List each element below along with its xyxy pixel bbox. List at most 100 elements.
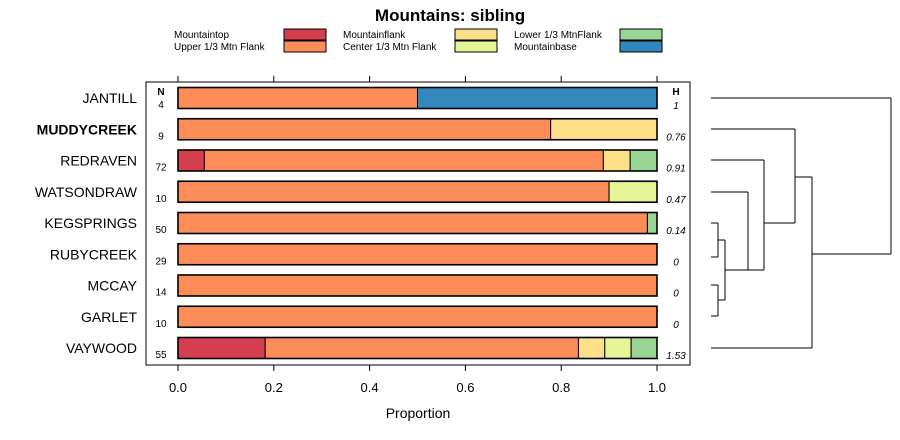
site-label: RUBYCREEK [50, 246, 138, 262]
bar-outline [177, 211, 658, 235]
legend-item-mountaintop: Mountaintop [174, 28, 327, 41]
row-watsondraw: WATSONDRAW 10 0.47 [35, 180, 686, 206]
legend-label: Upper 1/3 Mtn Flank [174, 42, 266, 53]
legend-item-center-1-3-mtn-flank: Center 1/3 Mtn Flank [343, 40, 498, 53]
bar-segment-mountaintop [177, 337, 266, 359]
site-label: WATSONDRAW [35, 184, 138, 200]
bar-outline [177, 336, 658, 360]
legend-item-upper-1-3-mtn-flank: Upper 1/3 Mtn Flank [174, 40, 327, 53]
bar-outline [177, 86, 658, 110]
x-tick-label: 1.0 [648, 380, 666, 395]
diversity-index: 0.91 [666, 164, 685, 175]
legend-label: Lower 1/3 MtnFlank [514, 30, 603, 41]
top-axis-ticks [177, 76, 658, 82]
diversity-index: 1 [673, 101, 679, 112]
h-header: H [672, 87, 679, 98]
legend-swatch [619, 40, 663, 53]
site-label: GARLET [81, 309, 137, 325]
site-label: JANTILL [83, 90, 138, 106]
row-jantill: JANTILL 4 1 [83, 86, 679, 112]
chart-title: Mountains: sibling [375, 6, 525, 25]
bar-segment-upper-1-3-mtn-flank [177, 118, 552, 141]
legend-label: Mountaintop [174, 30, 229, 41]
bar-segment-upper-1-3-mtn-flank [177, 180, 610, 203]
bar-segment-upper-1-3-mtn-flank [203, 149, 604, 172]
legend-swatch [454, 40, 498, 53]
bar-outline [177, 117, 658, 141]
legend-item-mountainflank: Mountainflank [343, 28, 498, 41]
site-label: KEGSPRINGS [44, 215, 137, 231]
legend-label: Mountainflank [343, 30, 406, 41]
bar-outline [177, 242, 658, 266]
sample-size: 29 [155, 256, 167, 267]
bar-outline [177, 274, 658, 297]
bar-outline [177, 180, 658, 204]
x-axis: 0.0 0.2 0.4 0.6 0.8 1.0 [169, 365, 666, 395]
plot-frame [145, 81, 691, 366]
site-label: REDRAVEN [60, 153, 137, 169]
sample-size: 4 [158, 100, 164, 111]
bar-segment-upper-1-3-mtn-flank [177, 87, 418, 109]
x-tick-label: 0.0 [169, 380, 187, 395]
row-redraven: REDRAVEN 72 0.91 [60, 149, 686, 175]
bar-segment-mountainflank [577, 337, 606, 359]
x-tick-label: 0.2 [265, 380, 283, 395]
legend-swatch [283, 28, 327, 41]
row-muddycreek: MUDDYCREEK 9 0.76 [37, 117, 686, 143]
bar-outline [177, 305, 658, 329]
sample-size: 50 [155, 225, 167, 236]
bar-segment-center-1-3-mtn-flank [604, 337, 632, 359]
legend-swatch [454, 28, 498, 41]
bar-segment-lower-1-3-mtnflank [629, 149, 658, 172]
legend-item-mountainbase: Mountainbase [514, 40, 663, 53]
n-header: N [157, 87, 164, 98]
bar-outline [177, 149, 658, 172]
bar-segment-center-1-3-mtn-flank [608, 180, 658, 203]
sample-size: 55 [155, 350, 167, 361]
diversity-index: 0 [673, 289, 679, 300]
x-tick-label: 0.6 [456, 380, 474, 395]
bar-segment-upper-1-3-mtn-flank [177, 212, 648, 234]
sample-size: 9 [158, 131, 164, 142]
sample-size: 72 [155, 163, 167, 174]
row-kegsprings: KEGSPRINGS 50 0.14 [44, 211, 686, 237]
diversity-index: 0 [673, 320, 679, 331]
x-tick-label: 0.4 [361, 380, 379, 395]
bar-segment-mountaintop [177, 149, 205, 172]
bar-segment-upper-1-3-mtn-flank [177, 243, 658, 266]
dendrogram [711, 97, 892, 349]
legend-swatch [619, 28, 663, 41]
bar-segment-mountainflank [550, 118, 658, 141]
legend-label: Center 1/3 Mtn Flank [343, 42, 437, 53]
legend-item-lower-1-3-mtnflank: Lower 1/3 MtnFlank [514, 28, 663, 41]
bar-segment-upper-1-3-mtn-flank [177, 274, 658, 297]
diversity-index: 1.53 [666, 351, 686, 362]
diversity-index: 0.47 [666, 195, 686, 206]
sample-size: 14 [155, 288, 167, 299]
diversity-index: 0.76 [666, 132, 686, 143]
row-vaywood: VAYWOOD 55 1.53 [66, 336, 686, 362]
legend-label: Mountainbase [514, 42, 577, 53]
bar-segment-lower-1-3-mtnflank [630, 337, 658, 359]
row-garlet: GARLET 10 0 [81, 305, 679, 331]
bar-segment-mountainbase [417, 87, 658, 109]
site-label: VAYWOOD [66, 340, 137, 356]
bar-segment-lower-1-3-mtnflank [646, 212, 658, 234]
sample-size: 10 [155, 319, 167, 330]
bar-rows: JANTILL 4 1 MUDDYCREEK 9 0.76 REDRAVEN 72 0.91 WA… [35, 86, 686, 362]
x-tick-label: 0.8 [552, 380, 570, 395]
bar-segment-mountainflank [602, 149, 631, 172]
x-axis-label: Proportion [386, 405, 451, 421]
diversity-index: 0 [673, 257, 679, 268]
row-rubycreek: RUBYCREEK 29 0 [50, 242, 679, 268]
row-mccay: MCCAY 14 0 [87, 274, 679, 300]
site-label: MCCAY [87, 278, 137, 294]
legend-swatch [283, 40, 327, 53]
bar-segment-upper-1-3-mtn-flank [264, 337, 579, 359]
site-label: MUDDYCREEK [37, 121, 137, 137]
diversity-index: 0.14 [666, 226, 686, 237]
sample-size: 10 [155, 194, 167, 205]
bar-segment-upper-1-3-mtn-flank [177, 305, 658, 328]
